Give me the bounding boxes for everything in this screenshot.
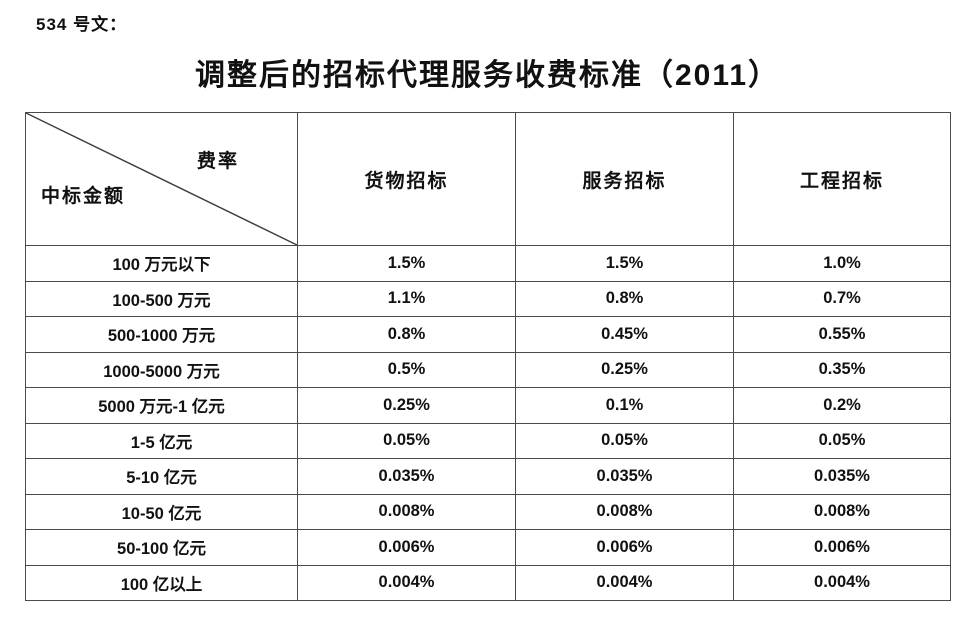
table-row: 100 亿以上 0.004% 0.004% 0.004% [25,564,951,601]
rate-value-cell: 0.8% [297,316,516,353]
rate-value-cell: 0.004% [733,564,951,601]
table-row: 100 万元以下 1.5% 1.5% 1.0% [25,245,951,282]
rate-value-cell: 0.7% [733,280,951,317]
rate-value-cell: 1.1% [297,280,516,317]
amount-tier-label: 1000-5000 万元 [25,351,298,388]
table-row: 5-10 亿元 0.035% 0.035% 0.035% [25,458,951,495]
amount-tier-label: 50-100 亿元 [25,529,298,566]
amount-tier-label: 5000 万元-1 亿元 [25,387,298,424]
rate-value-cell: 1.5% [297,245,516,282]
corner-header-cell: 费率 中标金额 [25,112,298,246]
column-header-3: 工程招标 [733,112,951,246]
table-row: 50-100 亿元 0.006% 0.006% 0.006% [25,529,951,566]
amount-tier-label: 100 亿以上 [25,564,298,601]
column-header-1: 货物招标 [297,112,516,246]
rate-value-cell: 0.006% [297,529,516,566]
diagonal-divider-line [26,113,297,245]
rate-value-cell: 1.0% [733,245,951,282]
rate-value-cell: 0.8% [515,280,734,317]
page-title: 调整后的招标代理服务收费标准（2011） [194,59,781,92]
rate-value-cell: 0.004% [515,564,734,601]
table-row: 10-50 亿元 0.008% 0.008% 0.008% [25,493,951,530]
rate-value-cell: 0.05% [297,422,516,459]
corner-label-rate: 费率 [197,151,240,172]
rate-value-cell: 0.45% [515,316,734,353]
rate-value-cell: 0.035% [515,458,734,495]
table-row: 100-500 万元 1.1% 0.8% 0.7% [25,280,951,317]
rate-value-cell: 0.5% [297,351,516,388]
table-row: 1-5 亿元 0.05% 0.05% 0.05% [25,422,951,459]
rate-value-cell: 0.035% [733,458,951,495]
rate-value-cell: 0.35% [733,351,951,388]
fee-table-body: 100 万元以下 1.5% 1.5% 1.0% 100-500 万元 1.1% 0.8% 0.… [25,245,951,601]
column-header-2: 服务招标 [515,112,734,246]
rate-value-cell: 0.55% [733,316,951,353]
table-row: 1000-5000 万元 0.5% 0.25% 0.35% [25,351,951,388]
rate-value-cell: 0.008% [297,493,516,530]
fee-table: 费率 中标金额 货物招标 服务招标 工程招标 100 万元以下 1.5% 1.5% 1.0… [25,112,951,601]
rate-value-cell: 0.004% [297,564,516,601]
amount-tier-label: 1-5 亿元 [25,422,298,459]
header-row: 费率 中标金额 货物招标 服务招标 工程招标 [25,112,951,246]
amount-tier-label: 500-1000 万元 [25,316,298,353]
amount-tier-label: 100 万元以下 [25,245,298,282]
rate-value-cell: 0.006% [515,529,734,566]
rate-value-cell: 0.035% [297,458,516,495]
rate-value-cell: 0.008% [515,493,734,530]
amount-tier-label: 100-500 万元 [25,280,298,317]
rate-value-cell: 0.1% [515,387,734,424]
amount-tier-label: 10-50 亿元 [25,493,298,530]
rate-value-cell: 0.05% [733,422,951,459]
rate-value-cell: 0.2% [733,387,951,424]
rate-value-cell: 0.05% [515,422,734,459]
doc-number: 534 号文： [36,15,128,34]
table-row: 500-1000 万元 0.8% 0.45% 0.55% [25,316,951,353]
corner-label-amount: 中标金额 [41,186,126,207]
amount-tier-label: 5-10 亿元 [25,458,298,495]
rate-value-cell: 0.006% [733,529,951,566]
rate-value-cell: 0.008% [733,493,951,530]
table-row: 5000 万元-1 亿元 0.25% 0.1% 0.2% [25,387,951,424]
rate-value-cell: 0.25% [297,387,516,424]
rate-value-cell: 0.25% [515,351,734,388]
rate-value-cell: 1.5% [515,245,734,282]
